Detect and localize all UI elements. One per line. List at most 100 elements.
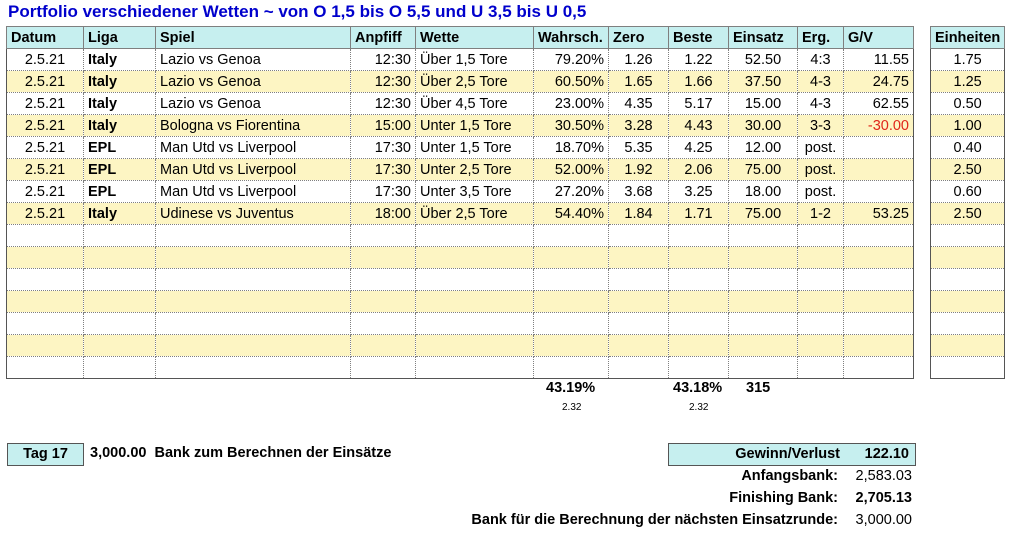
cell-anpfiff[interactable]: 17:30 xyxy=(350,158,416,181)
cell-gv[interactable] xyxy=(843,268,914,291)
cell-spiel[interactable] xyxy=(155,334,351,357)
cell-gv[interactable]: 62.55 xyxy=(843,92,914,115)
cell-spiel[interactable] xyxy=(155,224,351,247)
cell-gv[interactable]: 24.75 xyxy=(843,70,914,93)
cell-datum[interactable]: 2.5.21 xyxy=(6,202,84,225)
cell-einsatz[interactable] xyxy=(728,290,798,313)
cell-beste[interactable] xyxy=(668,246,729,269)
cell-liga[interactable]: Italy xyxy=(83,92,156,115)
cell-wahrsch[interactable] xyxy=(533,356,609,379)
cell-einheiten[interactable]: 0.60 xyxy=(929,180,1006,203)
cell-wahrsch[interactable] xyxy=(533,290,609,313)
cell-erg[interactable]: post. xyxy=(797,136,844,159)
cell-liga[interactable] xyxy=(83,334,156,357)
cell-gv[interactable]: 53.25 xyxy=(843,202,914,225)
cell-spiel[interactable] xyxy=(155,356,351,379)
cell-einsatz[interactable]: 75.00 xyxy=(728,202,798,225)
cell-spiel[interactable]: Lazio vs Genoa xyxy=(155,70,351,93)
cell-spiel[interactable]: Bologna vs Fiorentina xyxy=(155,114,351,137)
cell-einheiten[interactable] xyxy=(929,268,1006,291)
cell-spiel[interactable] xyxy=(155,312,351,335)
cell-erg[interactable]: 3-3 xyxy=(797,114,844,137)
cell-wahrsch[interactable] xyxy=(533,312,609,335)
cell-gv[interactable] xyxy=(843,246,914,269)
cell-spiel[interactable] xyxy=(155,246,351,269)
cell-anpfiff[interactable]: 12:30 xyxy=(350,92,416,115)
cell-erg[interactable]: 1-2 xyxy=(797,202,844,225)
cell-wette[interactable]: Unter 1,5 Tore xyxy=(415,136,534,159)
cell-beste[interactable] xyxy=(668,312,729,335)
cell-gv[interactable] xyxy=(843,356,914,379)
cell-erg[interactable]: 4-3 xyxy=(797,92,844,115)
cell-gv[interactable] xyxy=(843,334,914,357)
cell-wette[interactable]: Über 1,5 Tore xyxy=(415,48,534,71)
header-liga[interactable]: Liga xyxy=(83,26,156,49)
cell-zero[interactable]: 3.68 xyxy=(608,180,669,203)
cell-gv[interactable]: 11.55 xyxy=(843,48,914,71)
cell-datum[interactable]: 2.5.21 xyxy=(6,136,84,159)
cell-anpfiff[interactable]: 12:30 xyxy=(350,48,416,71)
cell-erg[interactable]: post. xyxy=(797,180,844,203)
cell-zero[interactable] xyxy=(608,224,669,247)
cell-anpfiff[interactable]: 18:00 xyxy=(350,202,416,225)
cell-zero[interactable] xyxy=(608,334,669,357)
cell-beste[interactable] xyxy=(668,224,729,247)
cell-einsatz[interactable]: 15.00 xyxy=(728,92,798,115)
cell-beste[interactable]: 1.66 xyxy=(668,70,729,93)
cell-liga[interactable]: Italy xyxy=(83,70,156,93)
cell-spiel[interactable]: Man Utd vs Liverpool xyxy=(155,180,351,203)
header-erg[interactable]: Erg. xyxy=(797,26,844,49)
cell-wette[interactable]: Über 2,5 Tore xyxy=(415,202,534,225)
cell-anpfiff[interactable] xyxy=(350,356,416,379)
cell-liga[interactable]: Italy xyxy=(83,48,156,71)
cell-spiel[interactable]: Udinese vs Juventus xyxy=(155,202,351,225)
header-gv[interactable]: G/V xyxy=(843,26,914,49)
cell-einheiten[interactable]: 2.50 xyxy=(929,158,1006,181)
cell-einsatz[interactable]: 12.00 xyxy=(728,136,798,159)
cell-einsatz[interactable]: 18.00 xyxy=(728,180,798,203)
cell-wahrsch[interactable] xyxy=(533,224,609,247)
header-beste[interactable]: Beste xyxy=(668,26,729,49)
cell-datum[interactable]: 2.5.21 xyxy=(6,48,84,71)
cell-zero[interactable] xyxy=(608,268,669,291)
cell-liga[interactable] xyxy=(83,246,156,269)
cell-anpfiff[interactable]: 17:30 xyxy=(350,180,416,203)
cell-liga[interactable]: Italy xyxy=(83,202,156,225)
cell-erg[interactable]: post. xyxy=(797,158,844,181)
cell-einsatz[interactable] xyxy=(728,312,798,335)
cell-wahrsch[interactable]: 79.20% xyxy=(533,48,609,71)
cell-anpfiff[interactable] xyxy=(350,312,416,335)
cell-einsatz[interactable] xyxy=(728,224,798,247)
cell-zero[interactable]: 1.26 xyxy=(608,48,669,71)
cell-wahrsch[interactable]: 23.00% xyxy=(533,92,609,115)
cell-anpfiff[interactable]: 15:00 xyxy=(350,114,416,137)
cell-einheiten[interactable] xyxy=(929,246,1006,269)
cell-wahrsch[interactable]: 27.20% xyxy=(533,180,609,203)
cell-spiel[interactable]: Lazio vs Genoa xyxy=(155,92,351,115)
cell-gv[interactable] xyxy=(843,158,914,181)
cell-beste[interactable]: 1.71 xyxy=(668,202,729,225)
cell-anpfiff[interactable] xyxy=(350,268,416,291)
cell-einheiten[interactable] xyxy=(929,224,1006,247)
header-spiel[interactable]: Spiel xyxy=(155,26,351,49)
cell-zero[interactable]: 1.84 xyxy=(608,202,669,225)
cell-einsatz[interactable]: 30.00 xyxy=(728,114,798,137)
cell-wette[interactable] xyxy=(415,334,534,357)
cell-erg[interactable]: 4:3 xyxy=(797,48,844,71)
cell-liga[interactable] xyxy=(83,312,156,335)
cell-einheiten[interactable] xyxy=(929,356,1006,379)
cell-datum[interactable] xyxy=(6,334,84,357)
cell-wahrsch[interactable]: 52.00% xyxy=(533,158,609,181)
cell-spiel[interactable]: Man Utd vs Liverpool xyxy=(155,158,351,181)
cell-anpfiff[interactable] xyxy=(350,246,416,269)
cell-zero[interactable]: 5.35 xyxy=(608,136,669,159)
day-counter[interactable]: Tag 17 xyxy=(7,443,84,466)
cell-einheiten[interactable]: 1.75 xyxy=(929,48,1006,71)
cell-liga[interactable]: EPL xyxy=(83,136,156,159)
cell-einheiten[interactable]: 0.40 xyxy=(929,136,1006,159)
cell-datum[interactable]: 2.5.21 xyxy=(6,92,84,115)
cell-spiel[interactable]: Man Utd vs Liverpool xyxy=(155,136,351,159)
cell-datum[interactable] xyxy=(6,290,84,313)
header-datum[interactable]: Datum xyxy=(6,26,84,49)
cell-beste[interactable] xyxy=(668,356,729,379)
